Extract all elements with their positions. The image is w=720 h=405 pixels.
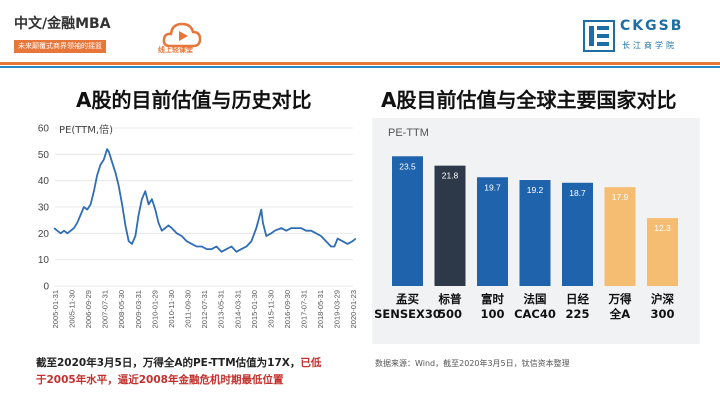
y-tick-label: 60 — [38, 124, 50, 135]
x-tick-label: 2014-03-31 — [233, 290, 242, 328]
x-tick-label: 2015-01-30 — [250, 290, 259, 328]
category-label: SENSEX30 — [374, 307, 441, 321]
category-label: 法国 — [524, 292, 547, 306]
school-logo-icon — [583, 20, 615, 52]
x-tick-label: 2016-09-30 — [283, 290, 292, 328]
y-tick-label: 20 — [38, 229, 50, 240]
header-divider-blue — [0, 66, 720, 68]
bar-value-label: 19.7 — [484, 182, 501, 192]
pe-global-chart-panel: PE-TTM 23.5 孟买 SENSEX30 21.8 标普 500 19.7 富时 100 19… — [372, 118, 700, 344]
bar-value-label: 21.8 — [442, 171, 459, 181]
school-name-cn: 长江商学院 — [622, 41, 677, 50]
bar — [434, 165, 466, 286]
pe-history-line-chart: 0 10 20 30 40 50 60 PE(TTM,倍) 2005-01-31 2005-11-… — [38, 123, 358, 328]
brand-title: 中文/金融MBA — [14, 16, 111, 32]
series-label: PE(TTM,倍) — [59, 123, 113, 136]
x-tick-label: 2020-01-23 — [349, 290, 358, 328]
bar-value-label: 18.7 — [569, 188, 586, 198]
y-tick-label: 50 — [38, 150, 50, 161]
category-label: 225 — [565, 307, 589, 321]
x-tick-label: 2008-05-30 — [117, 290, 126, 328]
school-name-en: CKGSB — [620, 18, 684, 34]
x-tick-label: 2017-07-31 — [300, 290, 309, 328]
category-label: 富时 — [481, 292, 504, 306]
category-label: 500 — [438, 307, 462, 321]
category-label: 100 — [480, 307, 504, 321]
x-tick-label: 2018-05-31 — [316, 290, 325, 328]
bar-value-label: 17.9 — [612, 192, 629, 202]
x-tick-label: 2013-05-31 — [217, 290, 226, 328]
x-tick-label: 2005-11-30 — [68, 290, 77, 328]
page-header: 中文/金融MBA 未来颠覆式商界领袖的摇篮 线上轻课堂 CKGSB 长江商学院 — [0, 0, 720, 62]
left-heading: A股的目前估值与历史对比 — [76, 88, 312, 112]
bar — [647, 218, 678, 286]
category-label: 标普 — [438, 292, 462, 306]
x-tick-label: 2012-07-31 — [200, 290, 209, 328]
bar — [562, 182, 593, 286]
y-tick-label: 30 — [38, 203, 50, 214]
x-tick-label: 2010-11-30 — [167, 290, 176, 328]
series-label: PE-TTM — [388, 127, 429, 139]
pe-history-chart-panel: 0 10 20 30 40 50 60 PE(TTM,倍) 2005-01-31 2005-11-… — [35, 118, 363, 342]
bar-value-label: 12.3 — [654, 223, 671, 233]
footnote-highlight-1: 已低 — [300, 357, 322, 369]
header-divider-orange — [0, 62, 720, 65]
x-tick-label: 2009-03-31 — [134, 290, 143, 328]
x-tick-label: 2006-09-29 — [84, 290, 93, 328]
course-label: 线上轻课堂 — [158, 46, 193, 54]
bar-value-label: 19.2 — [527, 185, 544, 195]
bar — [477, 177, 508, 286]
x-tick-label: 2015-11-30 — [266, 290, 275, 328]
y-tick-label: 40 — [38, 176, 50, 187]
category-label: 300 — [650, 307, 674, 321]
x-tick-label: 2019-03-29 — [333, 290, 342, 328]
bar — [392, 156, 423, 286]
bar — [519, 180, 551, 286]
y-tick-label: 10 — [38, 255, 50, 266]
left-footnote: 截至2020年3月5日，万得全A的PE-TTM估值为17X，已低于2005年水平… — [36, 355, 366, 389]
category-label: 沪深 — [651, 292, 674, 306]
footnote-highlight-2: 于2005年水平， — [36, 374, 118, 386]
category-label: CAC40 — [514, 307, 556, 321]
cloud-play-icon — [162, 22, 202, 48]
x-tick-label: 2011-09-30 — [184, 290, 193, 328]
x-tick-label: 2010-01-29 — [150, 290, 159, 328]
pe-series-line — [53, 148, 357, 253]
bar — [604, 187, 636, 286]
bar-value-label: 23.5 — [399, 161, 416, 171]
category-label: 日经 — [566, 292, 589, 306]
x-tick-label: 2005-01-31 — [51, 290, 60, 328]
category-label: 全A — [609, 307, 630, 321]
footnote-text: 截至2020年3月5日，万得全A的PE-TTM估值为17X， — [36, 357, 301, 369]
right-heading: A股目前估值与全球主要国家对比 — [381, 88, 677, 112]
y-tick-label: 0 — [43, 282, 49, 293]
x-tick-label: 2007-07-31 — [101, 290, 110, 328]
category-label: 孟买 — [396, 292, 419, 306]
brand-slogan: 未来颠覆式商界领袖的摇篮 — [14, 40, 106, 53]
category-label: 万得 — [608, 292, 632, 306]
data-source-note: 数据来源：Wind，截至2020年3月5日，钛信资本整理 — [375, 359, 570, 368]
footnote-highlight-tail: 逼近2008年金融危机时期最低位置 — [117, 374, 284, 386]
